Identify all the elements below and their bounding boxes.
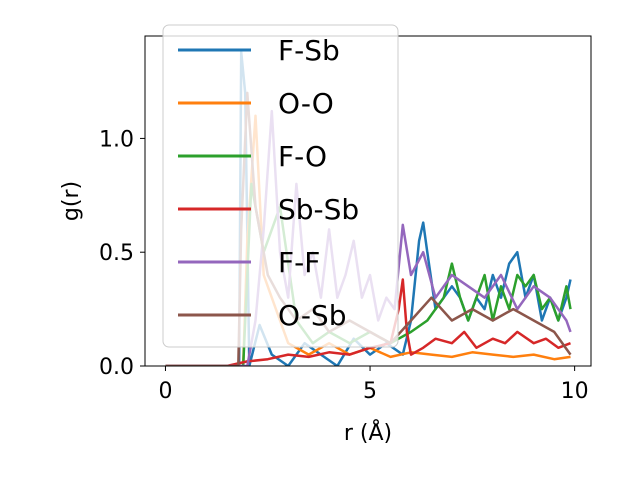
y-axis-label: g(r) — [59, 181, 84, 221]
legend-label-f-sb: F-Sb — [278, 34, 340, 67]
legend-label-o-sb: O-Sb — [278, 299, 346, 332]
legend-label-sb-sb: Sb-Sb — [278, 193, 359, 226]
y-tick-label: 0.5 — [99, 241, 134, 266]
legend-label-f-f: F-F — [278, 246, 320, 279]
x-tick-label: 0 — [158, 379, 172, 404]
y-tick-label: 0.0 — [99, 355, 134, 380]
y-tick-label: 1.0 — [99, 127, 134, 152]
legend-box — [162, 24, 399, 348]
x-axis: 0 5 10 — [158, 366, 589, 404]
legend-label-f-o: F-O — [278, 140, 327, 173]
x-tick-label: 10 — [561, 379, 589, 404]
series-line-sb-sb — [165, 278, 571, 366]
legend-label-o-o: O-O — [278, 87, 334, 120]
x-axis-label: r (Å) — [344, 419, 392, 446]
legend: F-Sb O-O F-O Sb-Sb F-F O-Sb — [162, 24, 399, 348]
x-tick-label: 5 — [363, 379, 377, 404]
y-axis: 0.0 0.5 1.0 — [99, 127, 145, 380]
